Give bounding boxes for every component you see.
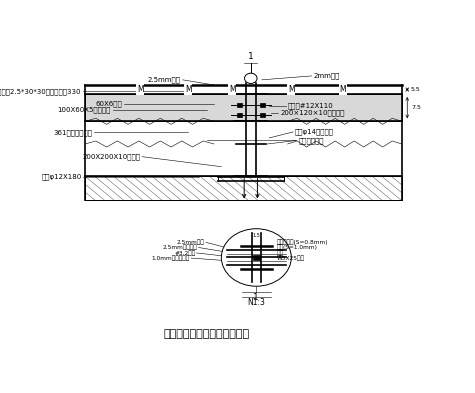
Text: 锚栓φ14孔胶锚栓: 锚栓φ14孔胶锚栓 — [295, 129, 334, 135]
Bar — [260, 103, 265, 107]
Text: 铝板(S=1.0mm): 铝板(S=1.0mm) — [276, 245, 318, 250]
Text: M: M — [137, 85, 143, 94]
Bar — [237, 103, 242, 107]
Circle shape — [245, 73, 257, 83]
Text: 100X60X5角钢构件: 100X60X5角钢构件 — [57, 107, 111, 113]
Bar — [85, 94, 402, 121]
Text: 防火填充料(S=0.8mm): 防火填充料(S=0.8mm) — [276, 240, 328, 245]
Bar — [237, 113, 242, 118]
Bar — [260, 113, 265, 118]
Text: 铝单板立柱安装节点图（二）: 铝单板立柱安装节点图（二） — [163, 329, 250, 339]
Text: N1:3: N1:3 — [247, 298, 265, 307]
Text: 200X200X10钢板锚: 200X200X10钢板锚 — [82, 153, 141, 160]
Text: M: M — [340, 85, 346, 94]
Bar — [253, 255, 260, 260]
Text: 200×120×10角钢构件: 200×120×10角钢构件 — [280, 110, 345, 116]
Text: 1: 1 — [248, 52, 254, 61]
Text: W5X25螺栓: W5X25螺栓 — [276, 255, 304, 261]
Bar — [85, 176, 402, 200]
Text: 1: 1 — [254, 293, 259, 302]
Text: 7.5: 7.5 — [411, 105, 421, 110]
Text: 钢角码#12X110: 钢角码#12X110 — [288, 103, 333, 109]
Text: 锚板连接螺栓: 锚板连接螺栓 — [299, 137, 324, 144]
Text: 锚栓φ12X180: 锚栓φ12X180 — [41, 174, 82, 180]
Text: 2.5mm铝板: 2.5mm铝板 — [148, 77, 181, 83]
Text: M: M — [229, 85, 236, 94]
Text: 2.5mm防火铝板: 2.5mm防火铝板 — [162, 245, 198, 250]
Text: #3.2胶带: #3.2胶带 — [174, 250, 196, 256]
Text: 361孔处点焊大牌: 361孔处点焊大牌 — [54, 129, 93, 136]
Text: 2.5mm铝板: 2.5mm铝板 — [177, 240, 205, 245]
Text: 铝单板厚2.5*30*30手板机锁迪330: 铝单板厚2.5*30*30手板机锁迪330 — [0, 88, 82, 95]
Circle shape — [221, 229, 291, 286]
Text: 龙骨: 龙骨 — [276, 250, 284, 256]
Text: 60X6钢板: 60X6钢板 — [95, 101, 122, 107]
Text: M: M — [288, 85, 294, 94]
Text: 5.5: 5.5 — [411, 87, 421, 92]
Text: 2mm牛腿: 2mm牛腿 — [314, 73, 340, 79]
Text: 1.0mm防火填充料: 1.0mm防火填充料 — [152, 255, 190, 261]
Text: M: M — [185, 85, 191, 94]
Text: 1.5: 1.5 — [252, 233, 260, 238]
